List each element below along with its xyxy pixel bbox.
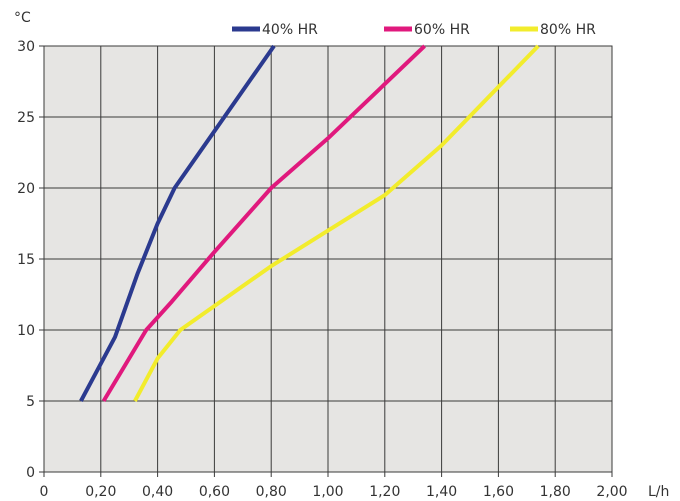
x-tick-label: 0,80 [256, 484, 287, 500]
legend-label-3: 80% HR [540, 22, 596, 38]
x-tick-label: 1,60 [483, 484, 514, 500]
y-tick-label: 25 [17, 110, 35, 126]
x-tick-label: 0,20 [85, 484, 116, 500]
y-tick-label: 5 [26, 394, 35, 410]
x-tick-label: 1,40 [426, 484, 457, 500]
legend-label-2: 60% HR [414, 22, 470, 38]
series-line-1 [79, 44, 276, 402]
y-tick-label: 15 [17, 252, 35, 268]
y-tick-label: 0 [26, 465, 35, 481]
x-tick-label: 1,20 [369, 484, 400, 500]
x-tick-label: 0 [40, 484, 49, 500]
tick-labels: 0 0,20 0,40 0,60 0,80 1,00 1,20 1,40 1,60 1,80 2,0… [17, 39, 627, 500]
x-tick-label: 1,80 [540, 484, 571, 500]
grid [39, 45, 613, 477]
y-axis-unit: °C [14, 10, 31, 26]
x-tick-label: 2,00 [596, 484, 627, 500]
legend-label-1: 40% HR [262, 22, 318, 38]
series-line-2 [101, 44, 426, 403]
x-tick-label: 0,60 [199, 484, 230, 500]
y-tick-label: 30 [17, 39, 35, 55]
series-line-3 [133, 44, 540, 402]
x-tick-label: 1,00 [312, 484, 343, 500]
y-tick-label: 10 [17, 323, 35, 339]
series-lines [79, 44, 540, 403]
legend: 40% HR 60% HR 80% HR [232, 22, 596, 38]
x-tick-label: 0,40 [142, 484, 173, 500]
y-tick-label: 20 [17, 181, 35, 197]
x-axis-unit: L/h [648, 484, 669, 500]
